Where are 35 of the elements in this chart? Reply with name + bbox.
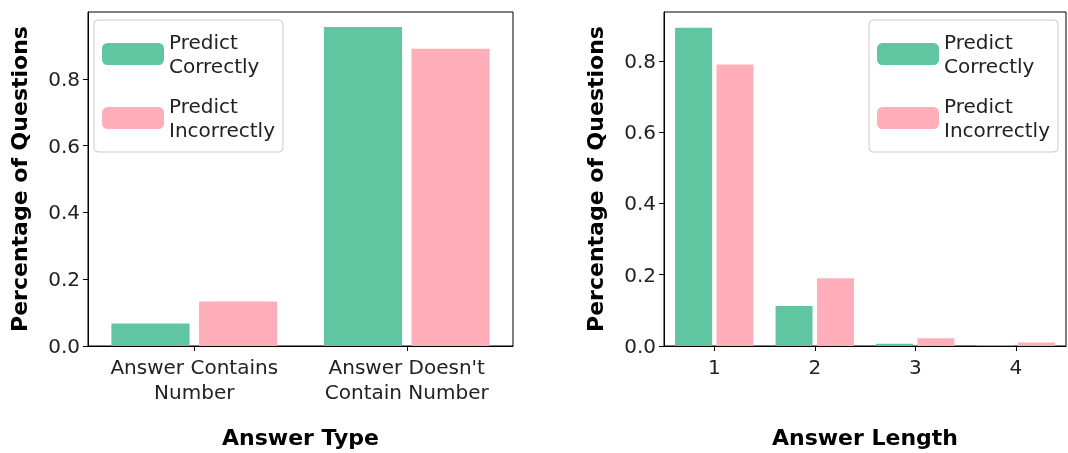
legend-label: Predict Incorrectly	[944, 94, 1051, 142]
y-tick-label: 0.2	[624, 262, 656, 287]
x-axis-title: Answer Length	[771, 424, 959, 450]
y-axis-title: Percentage of Questions	[582, 26, 608, 332]
bar	[775, 306, 813, 346]
y-axis-title: Percentage of Questions	[6, 26, 32, 332]
y-tick-label: 0.0	[48, 334, 80, 358]
y-tick-label: 0.8	[624, 48, 656, 73]
x-tick-label: Answer Contains Number	[110, 354, 279, 404]
bar	[111, 323, 190, 346]
bar	[1017, 342, 1055, 346]
y-tick-label: 0.6	[48, 133, 80, 158]
bar	[323, 27, 403, 346]
x-tick-label: 3	[908, 354, 922, 379]
bar	[198, 301, 278, 346]
bar	[816, 278, 854, 346]
y-tick-label: 0.4	[48, 200, 80, 225]
y-tick-label: 0.4	[624, 191, 656, 216]
bar	[716, 64, 754, 346]
x-tick-label: 2	[808, 354, 822, 379]
x-tick-label: 1	[707, 354, 721, 379]
y-tick-label: 0.8	[48, 66, 80, 91]
x-axis-title: Answer Type	[222, 424, 379, 450]
y-tick-label: 0.6	[624, 120, 656, 145]
y-tick-label: 0.2	[48, 267, 80, 292]
bar	[411, 48, 490, 346]
bar	[917, 338, 955, 346]
x-tick-label: 4	[1009, 354, 1023, 379]
bar	[876, 343, 914, 346]
legend-label: Predict Correctly	[944, 30, 1035, 78]
x-tick-label: Answer Doesn't Contain Number	[324, 354, 490, 404]
bar	[675, 27, 713, 346]
y-tick-label: 0.0	[624, 334, 656, 358]
legend-label: Predict Incorrectly	[169, 94, 276, 142]
legend-label: Predict Correctly	[169, 30, 260, 78]
